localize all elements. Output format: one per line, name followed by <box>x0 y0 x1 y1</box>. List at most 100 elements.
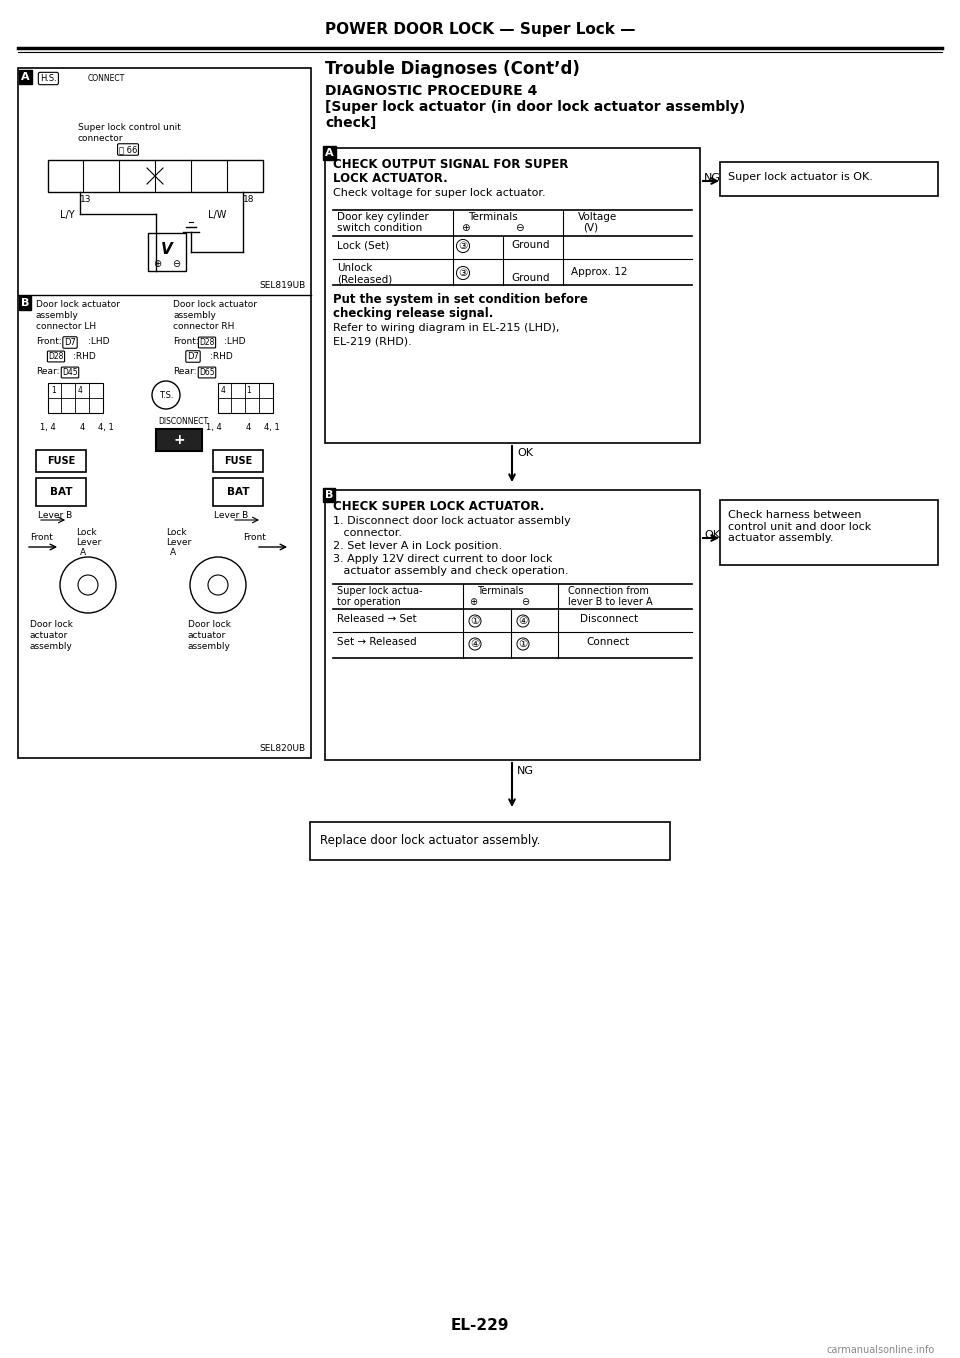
Text: Door lock: Door lock <box>188 621 230 629</box>
Text: Check voltage for super lock actuator.: Check voltage for super lock actuator. <box>333 187 545 198</box>
Text: D28: D28 <box>200 338 215 348</box>
Text: D7: D7 <box>187 352 199 361</box>
Text: Front: Front <box>243 532 266 542</box>
Text: Super lock control unit: Super lock control unit <box>78 124 180 132</box>
Text: Lock: Lock <box>166 528 186 536</box>
Text: OK: OK <box>704 530 720 540</box>
Text: assembly: assembly <box>30 642 73 650</box>
Text: 1, 4: 1, 4 <box>206 422 222 432</box>
Text: Lever B: Lever B <box>214 511 249 520</box>
Text: EL-229: EL-229 <box>451 1319 509 1334</box>
Text: SEL820UB: SEL820UB <box>260 744 306 752</box>
Text: Terminals: Terminals <box>477 587 523 596</box>
Text: Door key cylinder: Door key cylinder <box>337 212 429 221</box>
Bar <box>720 162 938 196</box>
Text: assembly: assembly <box>36 311 79 320</box>
Text: CHECK OUTPUT SIGNAL FOR SUPER: CHECK OUTPUT SIGNAL FOR SUPER <box>333 158 568 171</box>
Text: 4, 1: 4, 1 <box>98 422 113 432</box>
Text: [Super lock actuator (in door lock actuator assembly): [Super lock actuator (in door lock actua… <box>325 100 745 114</box>
Text: A: A <box>170 549 176 557</box>
Text: (Released): (Released) <box>337 274 393 284</box>
Text: POWER DOOR LOCK — Super Lock —: POWER DOOR LOCK — Super Lock — <box>324 22 636 37</box>
Text: Connection from: Connection from <box>568 587 649 596</box>
Text: Trouble Diagnoses (Cont’d): Trouble Diagnoses (Cont’d) <box>325 60 580 77</box>
Text: Check harness between
control unit and door lock
actuator assembly.: Check harness between control unit and d… <box>728 511 872 543</box>
Bar <box>36 478 86 507</box>
Text: ⊕: ⊕ <box>469 598 477 607</box>
Text: actuator: actuator <box>188 631 227 640</box>
Text: Rear:: Rear: <box>36 367 60 376</box>
Text: Refer to wiring diagram in EL-215 (LHD),: Refer to wiring diagram in EL-215 (LHD), <box>333 323 560 333</box>
Text: OK: OK <box>517 448 533 458</box>
Bar <box>48 383 103 413</box>
Text: Front:: Front: <box>173 337 199 346</box>
Text: A: A <box>80 549 86 557</box>
Text: T.S.: T.S. <box>158 391 173 401</box>
Text: Unlock: Unlock <box>337 263 372 273</box>
Text: ⊕: ⊕ <box>153 259 161 269</box>
Text: D7: D7 <box>64 338 76 348</box>
Text: B: B <box>21 297 30 308</box>
Text: B: B <box>325 490 333 500</box>
Text: actuator assembly and check operation.: actuator assembly and check operation. <box>333 566 568 576</box>
Text: BAT: BAT <box>227 488 250 497</box>
Text: Lever B: Lever B <box>38 511 72 520</box>
Text: A: A <box>325 148 334 158</box>
Text: 1: 1 <box>51 386 56 395</box>
Text: FUSE: FUSE <box>224 456 252 466</box>
Text: connector LH: connector LH <box>36 322 96 331</box>
Text: DISCONNECT: DISCONNECT <box>158 417 208 426</box>
Text: 4: 4 <box>246 422 252 432</box>
Text: ④: ④ <box>518 617 528 626</box>
Text: Released → Set: Released → Set <box>337 614 417 623</box>
Text: ④: ④ <box>470 640 480 649</box>
Text: DIAGNOSTIC PROCEDURE 4: DIAGNOSTIC PROCEDURE 4 <box>325 84 538 98</box>
Text: switch condition: switch condition <box>337 223 422 234</box>
Text: H.S.: H.S. <box>40 73 57 83</box>
Text: Ground: Ground <box>511 240 549 250</box>
Text: :LHD: :LHD <box>224 337 246 346</box>
Text: Door lock: Door lock <box>30 621 73 629</box>
Text: assembly: assembly <box>173 311 216 320</box>
Text: 4: 4 <box>80 422 85 432</box>
Bar <box>18 68 311 758</box>
Text: assembly: assembly <box>188 642 230 650</box>
Text: Door lock actuator: Door lock actuator <box>173 300 257 310</box>
Text: EL-219 (RHD).: EL-219 (RHD). <box>333 335 412 346</box>
Text: 2. Set lever A in Lock position.: 2. Set lever A in Lock position. <box>333 540 502 551</box>
Text: 13: 13 <box>80 196 91 204</box>
Text: Terminals: Terminals <box>468 212 517 221</box>
Text: A: A <box>21 72 30 81</box>
Text: Lock: Lock <box>76 528 97 536</box>
Text: :RHD: :RHD <box>73 352 96 361</box>
Text: 4: 4 <box>78 386 83 395</box>
Text: D45: D45 <box>62 368 78 378</box>
Bar <box>148 234 186 272</box>
Bar <box>720 500 938 565</box>
Text: BAT: BAT <box>50 488 72 497</box>
Text: Put the system in set condition before: Put the system in set condition before <box>333 293 588 306</box>
Text: ⊖: ⊖ <box>521 598 529 607</box>
Text: 4: 4 <box>221 386 226 395</box>
Bar <box>48 160 263 191</box>
Text: tor operation: tor operation <box>337 598 400 607</box>
Text: Connect: Connect <box>586 637 629 646</box>
Text: 1. Disconnect door lock actuator assembly: 1. Disconnect door lock actuator assembl… <box>333 516 571 526</box>
Text: Lever: Lever <box>166 538 191 547</box>
Text: 1: 1 <box>246 386 251 395</box>
Text: SEL819UB: SEL819UB <box>260 281 306 291</box>
Text: Super lock actuator is OK.: Super lock actuator is OK. <box>728 172 873 182</box>
Bar <box>36 449 86 473</box>
Text: CONNECT: CONNECT <box>88 73 125 83</box>
Bar <box>325 148 700 443</box>
Text: carmanualsonline.info: carmanualsonline.info <box>827 1344 935 1355</box>
Text: (V): (V) <box>583 223 598 234</box>
Text: 18: 18 <box>243 196 254 204</box>
Text: NG: NG <box>704 172 721 183</box>
Text: :RHD: :RHD <box>210 352 232 361</box>
Text: connector: connector <box>78 134 124 143</box>
Bar <box>156 429 202 451</box>
Text: check]: check] <box>325 115 376 130</box>
Text: Set → Released: Set → Released <box>337 637 417 646</box>
Text: ⊖: ⊖ <box>515 223 524 234</box>
